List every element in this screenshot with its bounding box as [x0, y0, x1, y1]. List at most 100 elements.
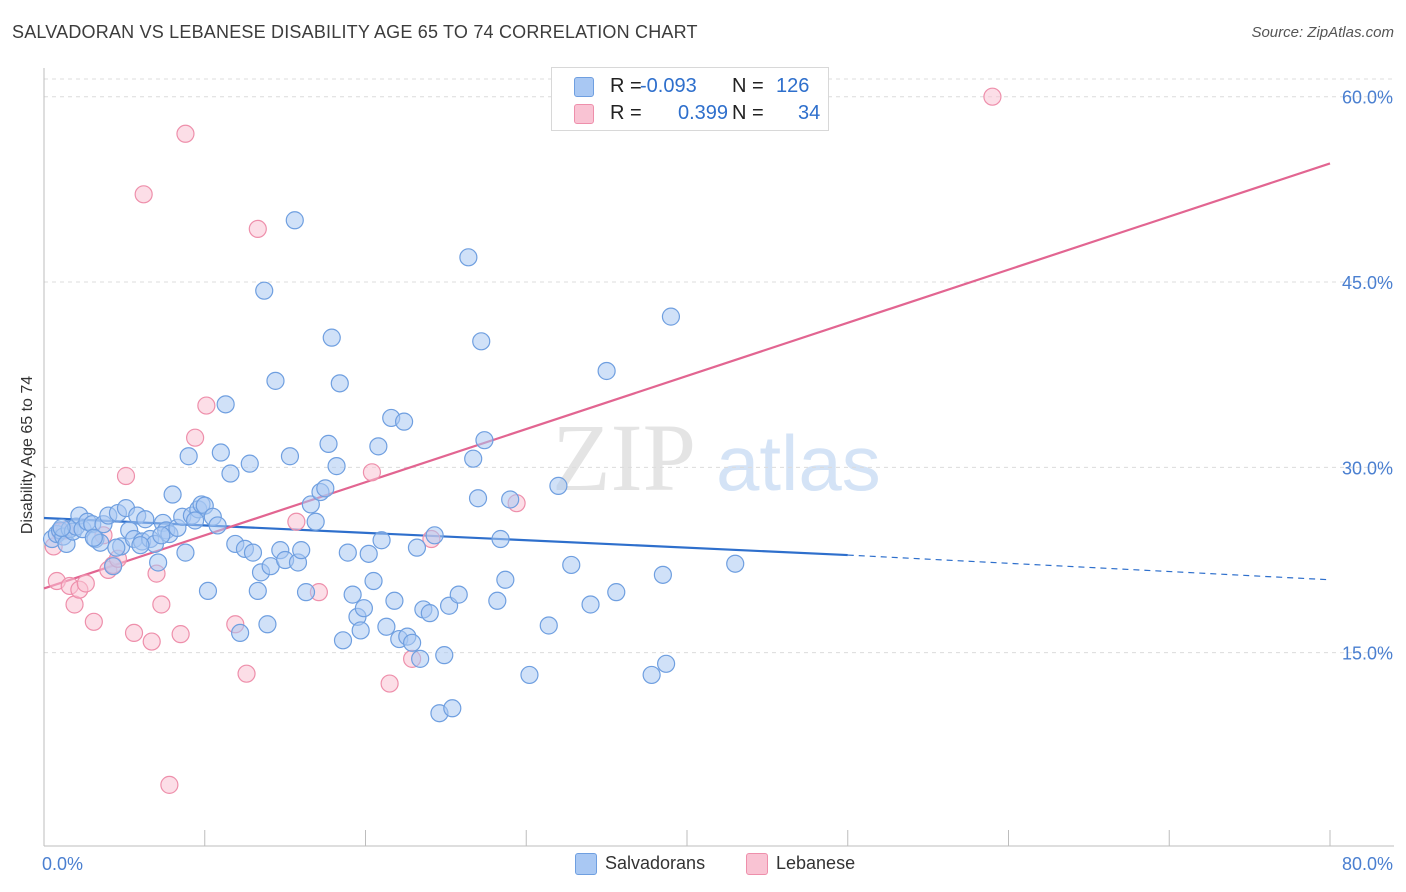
- point-salvadorans: [211, 443, 230, 462]
- trend-lines: [43, 162, 1331, 590]
- point-salvadorans: [459, 248, 478, 267]
- legend-n-label: N =: [732, 75, 764, 97]
- point-salvadorans: [306, 512, 325, 531]
- point-salvadorans: [642, 665, 661, 685]
- point-salvadorans: [653, 565, 672, 584]
- point-lebanese: [248, 219, 267, 239]
- point-salvadorans: [394, 412, 414, 431]
- legend-swatch-lebanese: [574, 104, 594, 124]
- point-salvadorans: [407, 538, 427, 557]
- correlation-legend: R = -0.093 N = 126 R = 0.399 N = 34: [551, 67, 829, 131]
- x-tick-label: 80.0%: [1342, 854, 1393, 874]
- trend-line-lebanese: [43, 162, 1331, 590]
- point-salvadorans: [475, 431, 494, 450]
- point-lebanese: [237, 664, 256, 683]
- point-salvadorans: [411, 649, 430, 668]
- point-salvadorans: [343, 585, 362, 604]
- point-salvadorans: [364, 571, 383, 591]
- watermark-atlas: atlas: [716, 419, 881, 507]
- point-lebanese: [983, 87, 1002, 106]
- point-lebanese: [142, 632, 161, 651]
- point-lebanese: [134, 185, 153, 204]
- legend-r-label: R =: [610, 75, 642, 97]
- bottom-legend-label-salvadorans: Salvadorans: [605, 853, 706, 873]
- data-points: [42, 87, 1002, 794]
- point-salvadorans: [280, 447, 300, 466]
- legend-n-label: N =: [732, 102, 764, 124]
- point-lebanese: [380, 674, 399, 693]
- point-salvadorans: [464, 449, 483, 468]
- point-salvadorans: [385, 591, 404, 610]
- point-salvadorans: [327, 457, 346, 476]
- watermark-zip: ZIP: [552, 404, 696, 511]
- point-salvadorans: [372, 531, 391, 550]
- point-salvadorans: [301, 495, 320, 514]
- chart-source: Source: ZipAtlas.com: [1251, 24, 1394, 41]
- point-lebanese: [171, 625, 190, 644]
- point-salvadorans: [52, 518, 71, 537]
- point-salvadorans: [285, 211, 304, 230]
- point-lebanese: [76, 574, 95, 593]
- point-salvadorans: [491, 529, 510, 549]
- point-salvadorans: [354, 599, 373, 618]
- bottom-legend-label-lebanese: Lebanese: [776, 853, 856, 873]
- point-salvadorans: [149, 553, 168, 572]
- trend-line-salvadorans-extension: [847, 554, 1331, 581]
- point-salvadorans: [468, 489, 488, 508]
- tick-labels: 15.0% 30.0% 45.0% 60.0% 0.0% 80.0%: [42, 88, 1393, 874]
- point-salvadorans: [488, 591, 507, 610]
- point-salvadorans: [136, 510, 155, 529]
- point-salvadorans: [104, 557, 123, 576]
- point-salvadorans: [549, 476, 568, 495]
- x-tick-label: 0.0%: [42, 854, 83, 874]
- chart-title: SALVADORAN VS LEBANESE DISABILITY AGE 65…: [12, 22, 698, 42]
- point-salvadorans: [333, 631, 353, 650]
- point-salvadorans: [163, 485, 182, 504]
- point-salvadorans: [176, 543, 195, 562]
- axes: [43, 68, 1394, 847]
- point-salvadorans: [562, 555, 581, 575]
- point-salvadorans: [496, 570, 515, 589]
- point-salvadorans: [292, 541, 311, 560]
- point-lebanese: [362, 463, 382, 482]
- legend-n-value: 126: [776, 75, 810, 97]
- point-salvadorans: [607, 583, 626, 602]
- legend-r-value: 0.399: [678, 102, 729, 124]
- bottom-legend-swatch-salvadorans: [575, 853, 597, 875]
- point-salvadorans: [198, 581, 218, 601]
- y-tick-label: 60.0%: [1342, 88, 1393, 108]
- point-salvadorans: [131, 536, 150, 555]
- point-salvadorans: [266, 371, 285, 390]
- point-salvadorans: [243, 543, 263, 562]
- point-salvadorans: [420, 604, 439, 623]
- point-salvadorans: [501, 490, 520, 509]
- point-salvadorans: [359, 544, 378, 563]
- point-salvadorans: [597, 361, 616, 381]
- point-salvadorans: [84, 528, 103, 547]
- point-salvadorans: [581, 595, 600, 614]
- point-salvadorans: [403, 633, 422, 652]
- point-salvadorans: [255, 281, 274, 300]
- point-lebanese: [186, 428, 205, 447]
- point-lebanese: [287, 512, 306, 531]
- point-salvadorans: [107, 538, 126, 557]
- point-salvadorans: [425, 526, 444, 545]
- point-lebanese: [176, 124, 195, 143]
- point-lebanese: [160, 775, 179, 794]
- y-tick-label: 30.0%: [1342, 458, 1393, 478]
- point-lebanese: [124, 623, 144, 643]
- point-salvadorans: [330, 374, 349, 393]
- point-lebanese: [84, 612, 103, 631]
- point-salvadorans: [472, 332, 491, 351]
- legend-swatch-salvadorans: [574, 77, 594, 97]
- point-salvadorans: [338, 543, 357, 562]
- point-salvadorans: [216, 395, 235, 414]
- point-salvadorans: [351, 621, 370, 640]
- point-salvadorans: [231, 623, 250, 643]
- point-lebanese: [152, 595, 171, 614]
- point-salvadorans: [539, 616, 558, 635]
- legend-r-label: R =: [610, 102, 642, 124]
- point-salvadorans: [179, 447, 198, 466]
- point-salvadorans: [316, 479, 335, 498]
- y-tick-label: 45.0%: [1342, 273, 1393, 293]
